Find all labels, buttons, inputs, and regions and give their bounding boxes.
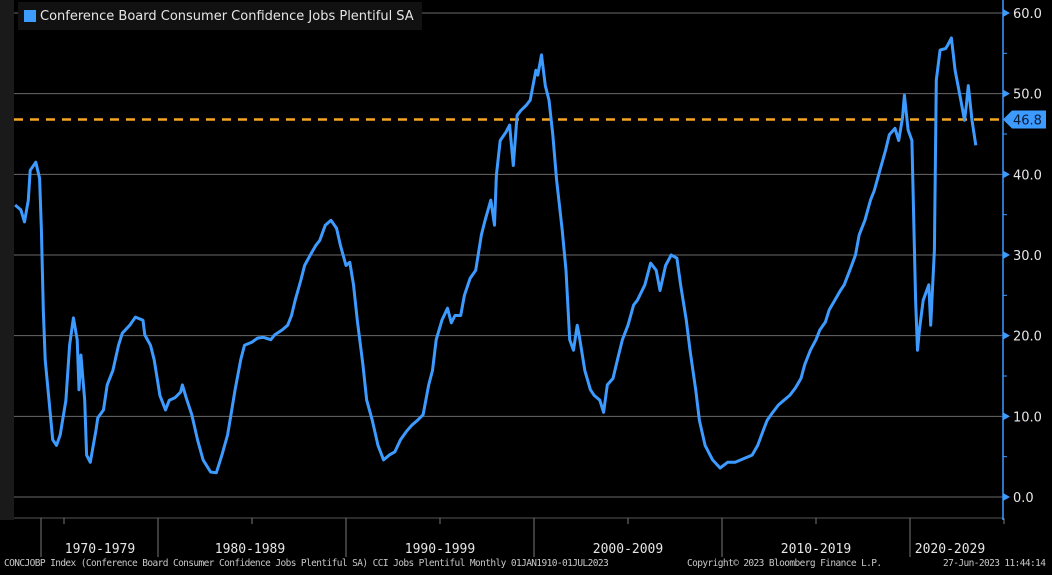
y-tick-marker — [1003, 331, 1010, 340]
y-tick-marker — [1003, 493, 1010, 501]
y-tick-label: 20.0 — [1013, 330, 1042, 345]
y-tick-label: 0.0 — [1013, 491, 1034, 506]
y-tick-label: 50.0 — [1013, 88, 1042, 103]
y-tick-marker — [1003, 89, 1010, 98]
x-tick-label: 1980-1989 — [215, 542, 285, 557]
x-tick-label: 2000-2009 — [593, 542, 663, 557]
footer-timestamp: 27-Jun-2023 11:44:14 — [943, 558, 1046, 569]
y-tick-marker — [1003, 251, 1010, 259]
last-value-badge — [1003, 110, 1046, 129]
y-tick-label: 30.0 — [1013, 249, 1042, 264]
legend-swatch — [24, 10, 36, 22]
left-strip — [0, 0, 14, 520]
y-tick-label: 40.0 — [1013, 168, 1042, 183]
footer-copyright: Copyright© 2023 Bloomberg Finance L.P. — [687, 558, 882, 569]
legend-label: Conference Board Consumer Confidence Job… — [40, 8, 414, 24]
y-tick-marker — [1003, 170, 1010, 179]
y-tick-label: 60.0 — [1013, 7, 1042, 22]
series-line-jobs-plentiful — [14, 36, 978, 475]
y-tick-marker — [1003, 412, 1010, 421]
x-tick-label: 2010-2019 — [781, 542, 851, 557]
x-tick-label: 2020-2029 — [915, 542, 985, 557]
x-tick-label: 1990-1999 — [405, 542, 475, 557]
y-tick-label: 10.0 — [1013, 410, 1042, 425]
last-value-label: 46.8 — [1013, 113, 1042, 128]
y-tick-marker — [1003, 9, 1010, 17]
legend: Conference Board Consumer Confidence Job… — [18, 2, 422, 30]
x-tick-label: 1970-1979 — [65, 542, 135, 557]
footer-source: CONCJOBP Index (Conference Board Consume… — [4, 558, 609, 569]
